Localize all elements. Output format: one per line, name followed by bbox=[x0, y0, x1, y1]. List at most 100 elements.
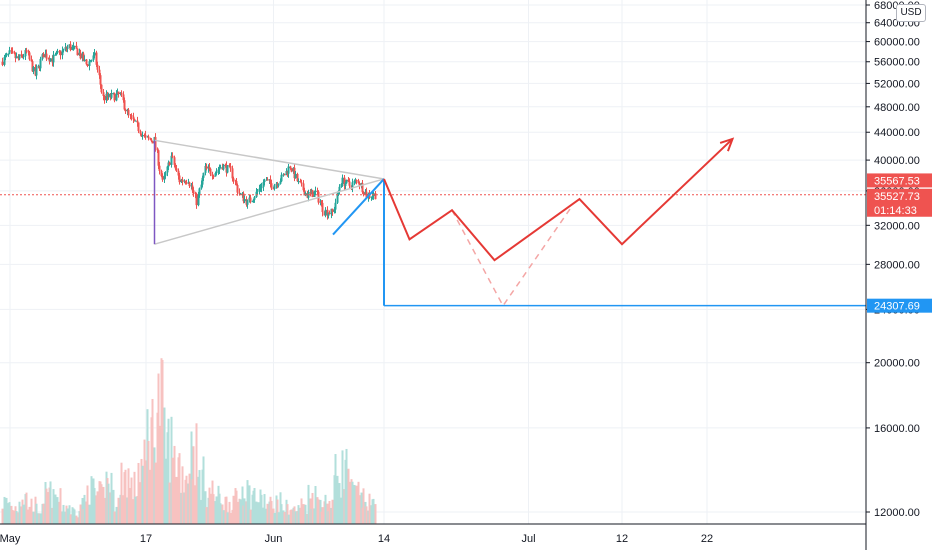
candle-body bbox=[191, 185, 194, 191]
candle-body bbox=[266, 179, 269, 181]
candle-body bbox=[313, 191, 316, 198]
candle-body bbox=[347, 179, 350, 182]
volume-bar bbox=[120, 462, 123, 524]
volume-bar bbox=[341, 450, 344, 524]
time-tick-label: 14 bbox=[378, 533, 390, 545]
candle-body bbox=[290, 168, 293, 172]
candle-body bbox=[289, 166, 292, 169]
candle-body bbox=[61, 50, 64, 56]
alternate-projection-path bbox=[451, 207, 572, 308]
volume-bar bbox=[35, 503, 38, 524]
candle-body bbox=[362, 192, 365, 195]
volume-bar bbox=[266, 503, 269, 524]
candle-body bbox=[209, 168, 212, 175]
volume-bar bbox=[86, 485, 89, 524]
candle-body bbox=[236, 184, 239, 193]
candle-body bbox=[154, 137, 157, 149]
volume-bar bbox=[351, 481, 354, 524]
candle-body bbox=[49, 58, 52, 62]
candle-body bbox=[115, 94, 118, 101]
volume-bar bbox=[127, 468, 130, 524]
volume-bar bbox=[328, 501, 331, 524]
currency-badge[interactable]: USD bbox=[896, 4, 926, 22]
candle-body bbox=[52, 54, 55, 63]
candle-body bbox=[39, 58, 42, 69]
candle-body bbox=[85, 59, 88, 65]
candle-body bbox=[192, 190, 195, 193]
candle-body bbox=[277, 183, 280, 186]
candle-body bbox=[361, 183, 364, 193]
volume-bar bbox=[110, 472, 113, 524]
volume-bar bbox=[168, 482, 171, 524]
volume-bar bbox=[300, 498, 303, 524]
volume-bar bbox=[134, 496, 137, 524]
time-tick-label: 22 bbox=[701, 533, 713, 545]
candle-body bbox=[110, 93, 113, 98]
candle-body bbox=[88, 61, 91, 66]
volume-bar bbox=[124, 469, 127, 524]
volume-bar bbox=[331, 499, 334, 524]
candle-body bbox=[263, 180, 266, 183]
price-tick-label: 56000.00 bbox=[874, 57, 920, 69]
candle-body bbox=[100, 84, 103, 93]
volume-bar bbox=[362, 488, 365, 524]
candle-body bbox=[283, 174, 286, 176]
candle-body bbox=[316, 190, 319, 192]
candle-body bbox=[327, 213, 330, 216]
candle-body bbox=[232, 178, 235, 181]
candle-body bbox=[175, 168, 178, 171]
candle-body bbox=[202, 172, 205, 178]
candle-body bbox=[98, 69, 101, 76]
volume-bar bbox=[374, 504, 377, 524]
candle-body bbox=[260, 187, 263, 189]
candle-body bbox=[242, 193, 245, 202]
volume-bar bbox=[304, 504, 307, 524]
volume-bar bbox=[229, 512, 232, 524]
candle-body bbox=[336, 193, 339, 203]
candle-body bbox=[15, 56, 18, 59]
candle-body bbox=[251, 201, 254, 203]
candle-body bbox=[45, 53, 48, 59]
volume-bar bbox=[59, 488, 62, 524]
volume-bar bbox=[232, 495, 235, 524]
candle-body bbox=[219, 167, 222, 169]
candle-body bbox=[252, 199, 255, 202]
price-tags: 35567.53 35527.73 01:14:33 24307.69 bbox=[867, 173, 932, 313]
volume-bar bbox=[100, 484, 103, 524]
volume-bar bbox=[147, 440, 150, 524]
candle-body bbox=[370, 196, 373, 198]
volume-bar bbox=[141, 465, 144, 524]
candle-body bbox=[5, 53, 8, 56]
volume-bar bbox=[103, 497, 106, 524]
candle-body bbox=[11, 51, 14, 53]
volume-bar bbox=[28, 506, 31, 524]
candle-body bbox=[95, 52, 98, 65]
candle-body bbox=[90, 59, 93, 62]
candle-body bbox=[287, 166, 290, 174]
candle-body bbox=[269, 179, 272, 184]
volume-bar bbox=[73, 509, 76, 524]
projection-arrowhead bbox=[719, 137, 735, 152]
candle-body bbox=[256, 190, 259, 192]
drawings bbox=[153, 137, 866, 308]
candle-body bbox=[3, 57, 6, 65]
candle-body bbox=[324, 209, 327, 216]
candle-body bbox=[238, 192, 241, 194]
volume-bar bbox=[198, 470, 201, 524]
candle-body bbox=[351, 182, 354, 189]
volume-bar bbox=[321, 507, 324, 524]
volume-bars bbox=[1, 358, 377, 524]
volume-bar bbox=[11, 509, 14, 524]
candle-body bbox=[280, 174, 283, 182]
candle-body bbox=[273, 185, 276, 189]
price-axis[interactable]: 12000.0016000.0020000.0024000.0028000.00… bbox=[866, 0, 920, 519]
candle-body bbox=[99, 75, 102, 85]
time-axis[interactable]: May 17 Jun 14 Jul 12 22 bbox=[0, 523, 866, 545]
candle-body bbox=[113, 93, 116, 101]
candle-body bbox=[320, 201, 323, 203]
candle-body bbox=[160, 170, 163, 177]
candle-body bbox=[31, 61, 34, 72]
volume-bar bbox=[83, 494, 86, 524]
candle-body bbox=[134, 120, 137, 122]
